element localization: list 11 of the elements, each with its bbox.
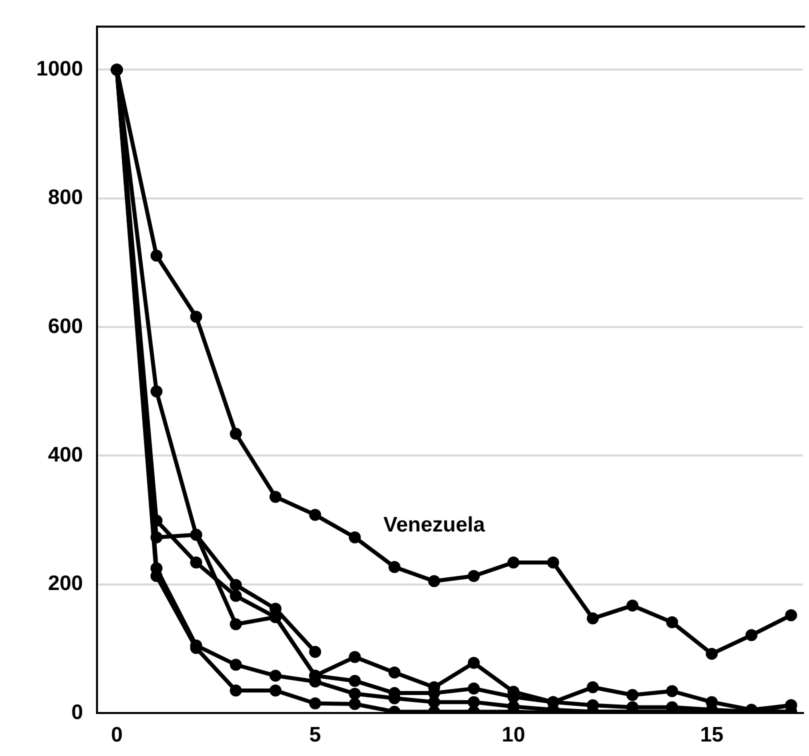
x-tick-label: 5 xyxy=(309,723,322,746)
y-tick-label: 200 xyxy=(48,572,83,596)
y-tick-label: 0 xyxy=(71,700,83,724)
y-tick-label: 400 xyxy=(48,443,83,466)
y-tick-label: 800 xyxy=(48,186,83,210)
x-tick-label: 15 xyxy=(700,723,724,746)
series-label: Venezuela xyxy=(383,513,486,536)
y-tick-label: 600 xyxy=(48,314,83,338)
x-tick-label: 10 xyxy=(502,723,526,746)
y-tick-label: 1000 xyxy=(36,58,83,80)
x-tick-label: 0 xyxy=(110,723,123,746)
